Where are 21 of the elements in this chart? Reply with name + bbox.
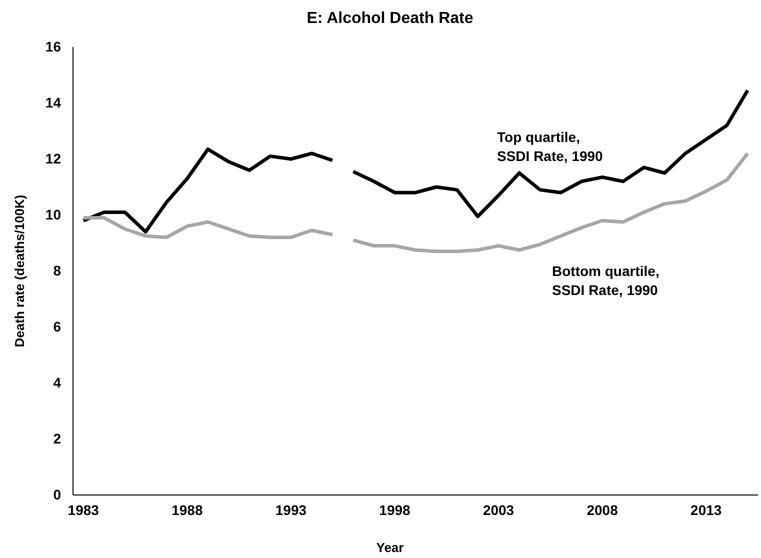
chart-title: E: Alcohol Death Rate: [306, 10, 474, 27]
y-tick-label: 12: [45, 150, 62, 166]
y-tick-label: 2: [53, 430, 62, 446]
y-tick-label: 14: [45, 94, 62, 110]
y-tick-label: 4: [53, 374, 62, 390]
x-axis-title: Year: [376, 540, 404, 555]
x-tick-label: 1983: [68, 502, 100, 518]
y-tick-label: 16: [45, 38, 62, 54]
x-tick-label: 2003: [482, 502, 514, 518]
y-tick-label: 6: [53, 318, 62, 334]
x-tick-label: 1988: [172, 502, 203, 518]
y-tick-label: 8: [53, 262, 62, 278]
x-tick-label: 1998: [379, 502, 411, 518]
x-tick-label: 2013: [690, 502, 722, 518]
x-tick-label: 2008: [586, 502, 618, 518]
series-label: Bottom quartile, SSDI Rate, 1990: [552, 263, 660, 298]
series-label: Top quartile, SSDI Rate, 1990: [497, 129, 604, 164]
y-tick-label: 0: [53, 486, 62, 502]
y-axis-title: Death rate (deaths/100K): [12, 194, 27, 348]
x-tick-label: 1993: [275, 502, 307, 518]
y-tick-label: 10: [45, 206, 62, 222]
